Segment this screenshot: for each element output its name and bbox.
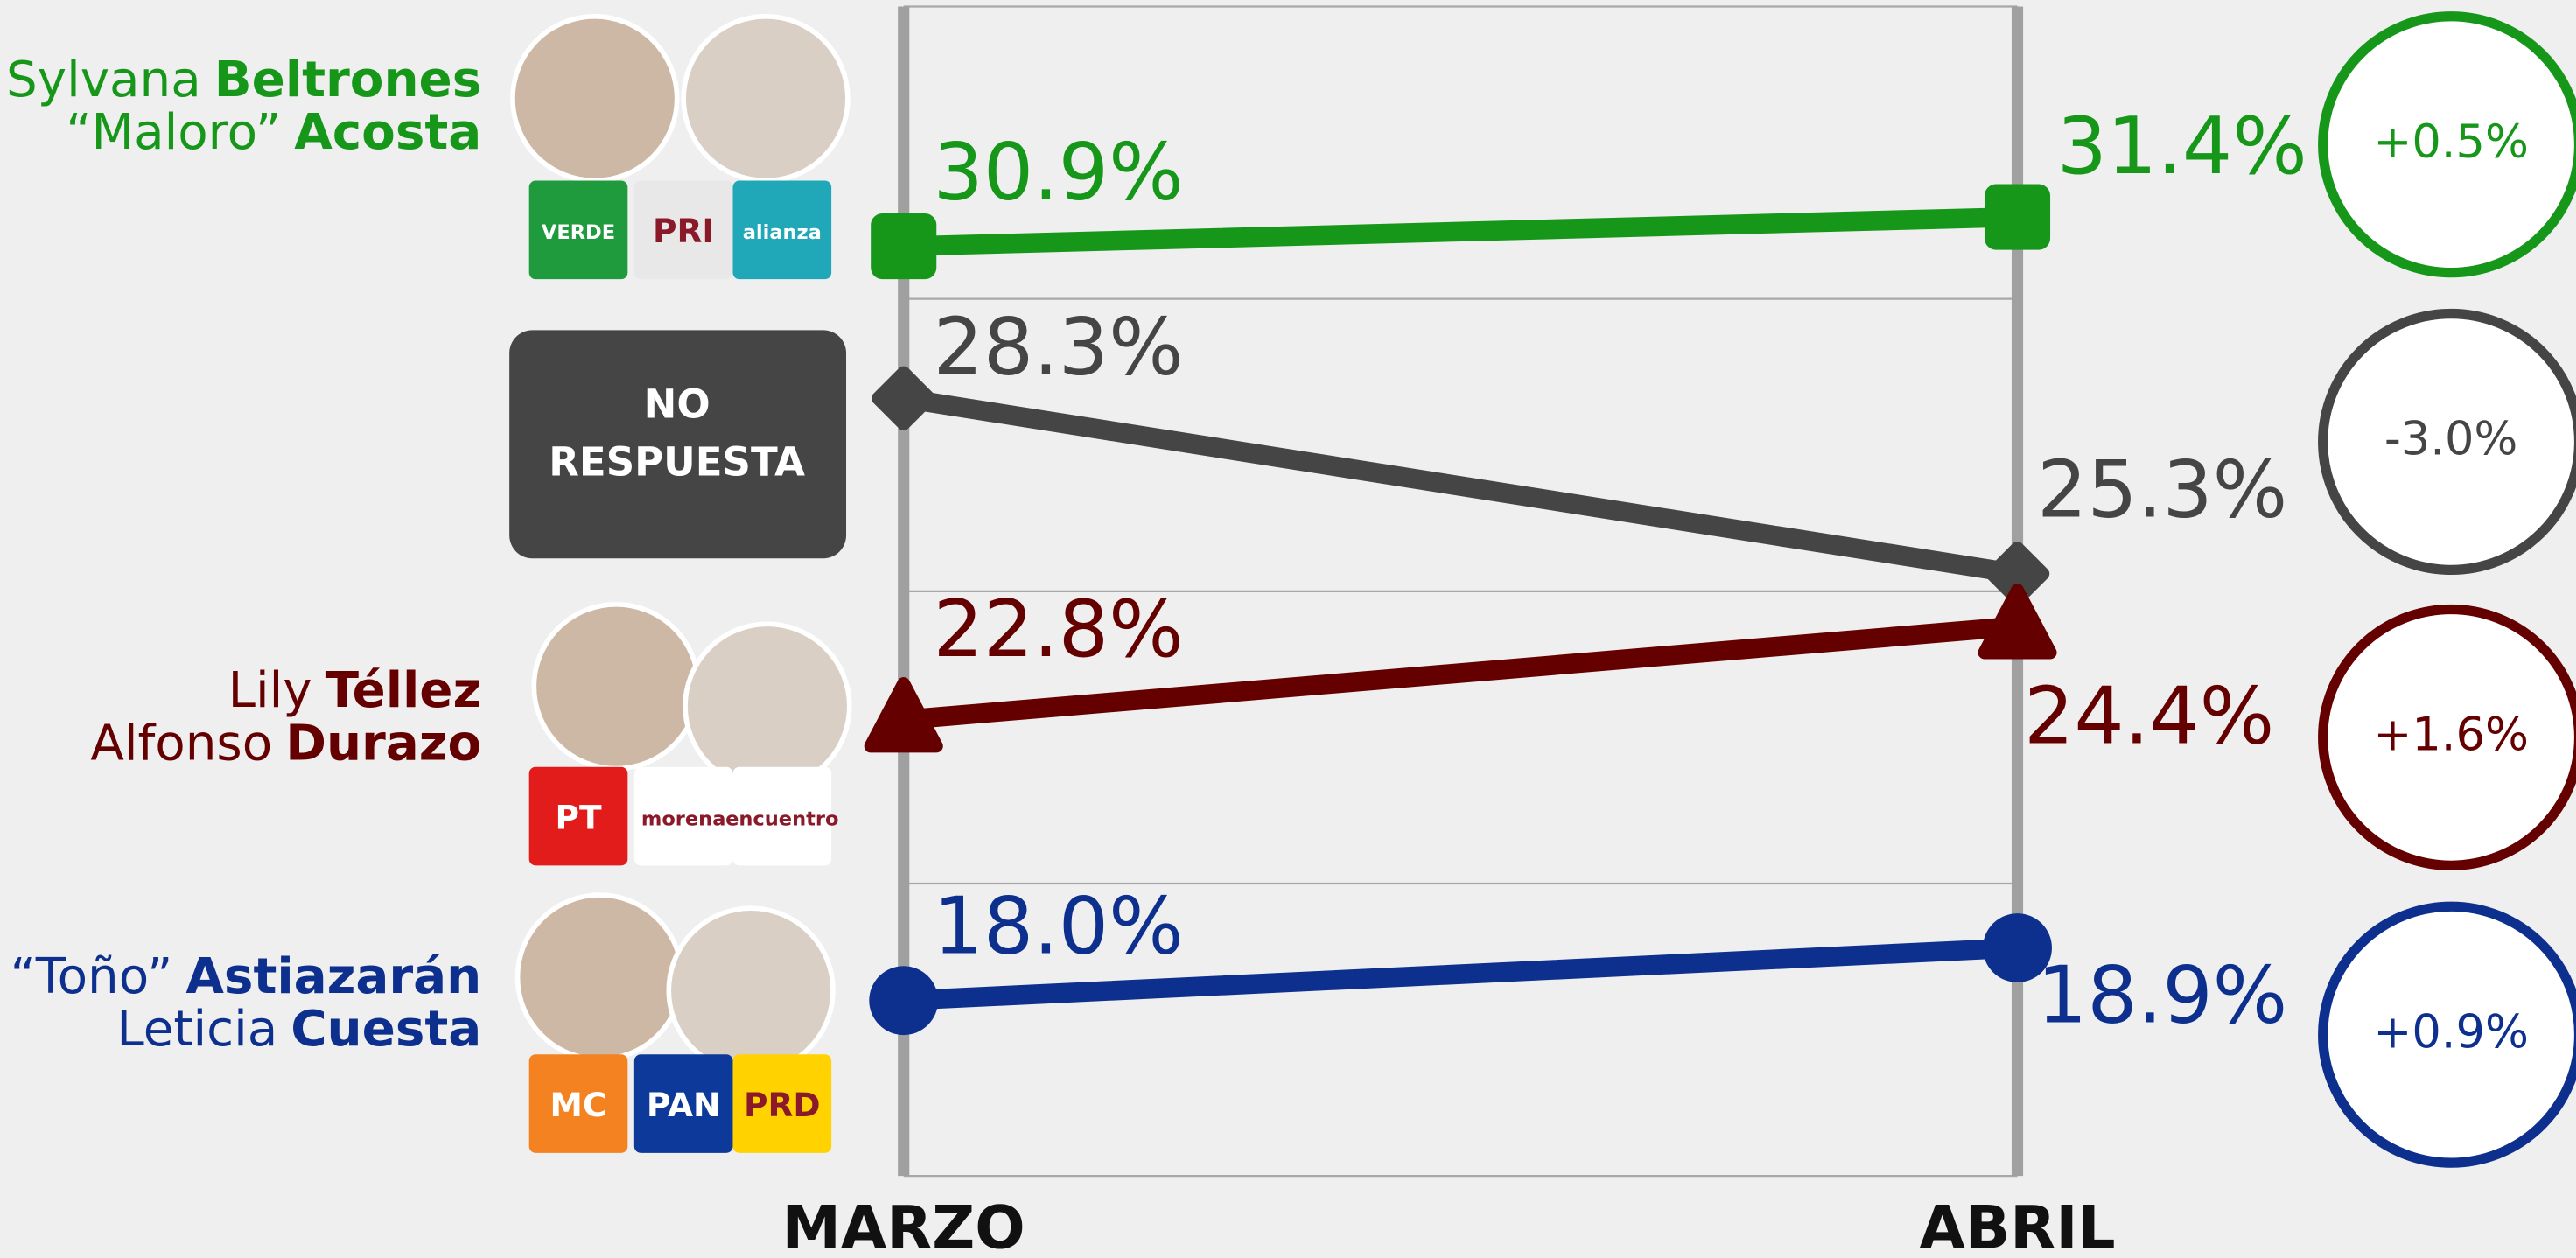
party-logo-text: PT xyxy=(555,798,602,836)
party-logo xyxy=(528,766,628,866)
legend-name: Alfonso Durazo xyxy=(90,715,481,772)
party-logo-text: PRI xyxy=(653,212,714,250)
value-label: 18.9% xyxy=(2037,949,2287,1041)
party-logo-text: alianza xyxy=(743,221,822,244)
marker xyxy=(1978,584,2057,660)
change-label: +0.9% xyxy=(2373,1005,2529,1059)
party-logo-text: morena xyxy=(641,807,726,830)
x-tick-label: ABRIL xyxy=(1919,1193,2115,1258)
marker xyxy=(864,677,943,753)
party-logo-text: PAN xyxy=(647,1086,721,1124)
photo xyxy=(531,602,701,772)
marker xyxy=(1984,542,2050,606)
change-circle xyxy=(2318,901,2576,1168)
legend-name: Lily Téllez xyxy=(228,662,482,719)
party-logo xyxy=(732,766,832,866)
change-label: -3.0% xyxy=(2384,413,2517,466)
legend-name: “Toño” Astiazarán xyxy=(10,947,482,1004)
legend-name: “Maloro” Acosta xyxy=(66,104,481,161)
change-label: +1.6% xyxy=(2373,709,2529,762)
change-circle xyxy=(2318,308,2576,576)
photo xyxy=(682,621,852,791)
legend-name-regular: Lily xyxy=(228,662,312,719)
marker xyxy=(871,213,937,280)
value-label: 18.0% xyxy=(934,881,1184,973)
party-logo xyxy=(528,1054,628,1153)
x-tick-label: MARZO xyxy=(782,1193,1026,1258)
party-logo-text: PRD xyxy=(744,1086,821,1124)
party-logo xyxy=(634,180,733,280)
value-label: 30.9% xyxy=(934,127,1184,219)
party-logo xyxy=(732,180,832,280)
value-label: 22.8% xyxy=(934,584,1184,675)
marker xyxy=(869,966,939,1036)
legend-name-regular: “Maloro” xyxy=(66,104,281,161)
photo xyxy=(666,905,836,1075)
legend-name-regular: Alfonso xyxy=(90,715,272,772)
party-logo xyxy=(732,1054,832,1153)
party-logo xyxy=(634,1054,733,1153)
change-circle xyxy=(2318,604,2576,870)
party-logo xyxy=(528,180,628,280)
legend-name-bold: Acosta xyxy=(294,104,481,161)
marker xyxy=(1983,913,2052,982)
photo xyxy=(514,892,685,1062)
change-label: +0.5% xyxy=(2373,115,2529,169)
series-line xyxy=(893,616,2027,730)
series-line xyxy=(893,388,2027,584)
change-circle xyxy=(2318,11,2576,278)
legend-name-bold: Durazo xyxy=(285,715,481,772)
legend-name-bold: Téllez xyxy=(326,662,482,719)
legend-name: Leticia Cuesta xyxy=(116,1001,481,1058)
series-line xyxy=(893,206,2027,256)
no-response-label: NO xyxy=(644,381,710,428)
legend-name-regular: Leticia xyxy=(116,1001,277,1058)
no-response-box xyxy=(509,330,847,559)
no-response-label: RESPUESTA xyxy=(549,438,805,485)
marker xyxy=(1984,184,2051,250)
value-label: 28.3% xyxy=(934,302,1184,394)
party-logo-text: encuentro xyxy=(725,807,838,830)
legend-name-bold: Cuesta xyxy=(290,1001,481,1058)
party-logo xyxy=(634,766,733,866)
legend-name-regular: “Toño” xyxy=(10,947,173,1004)
legend-name-bold: Beltrones xyxy=(214,51,482,108)
party-logo-text: VERDE xyxy=(542,221,615,244)
legend-name-bold: Astiazarán xyxy=(186,947,481,1004)
marker xyxy=(872,366,936,430)
party-logo-text: MC xyxy=(550,1086,607,1124)
series-line xyxy=(893,938,2027,1010)
legend-name: Sylvana Beltrones xyxy=(6,51,481,108)
value-label: 31.4% xyxy=(2057,101,2307,192)
value-label: 24.4% xyxy=(2024,671,2274,763)
photo xyxy=(681,13,850,184)
value-label: 25.3% xyxy=(2037,444,2287,536)
legend-name-regular: Sylvana xyxy=(6,51,201,108)
photo xyxy=(510,13,680,184)
